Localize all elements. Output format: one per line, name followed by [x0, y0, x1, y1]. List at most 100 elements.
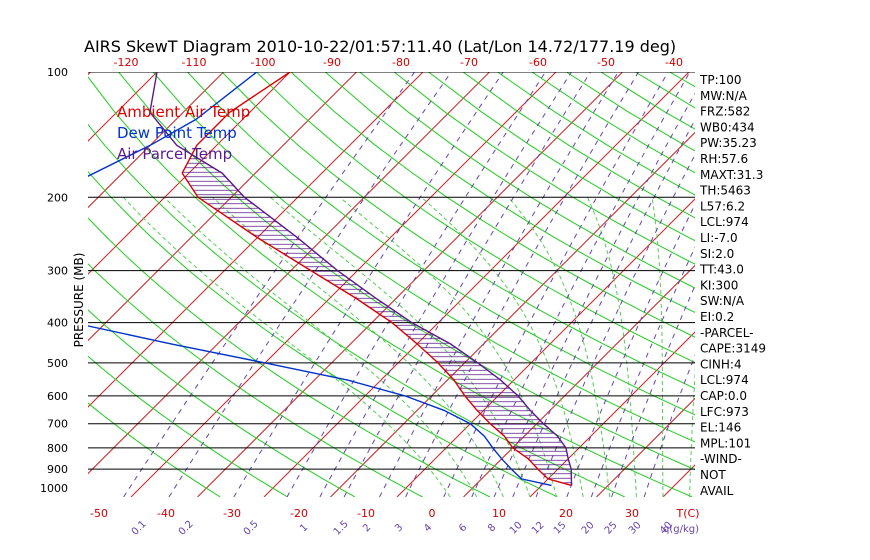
mixing-ratio-tick: 0.2 [177, 519, 196, 538]
index-entry: LFC:973 [700, 405, 749, 419]
moist-adiabat-line [212, 196, 504, 497]
isotherm-line [88, 72, 224, 209]
mixing-ratio-line [233, 72, 504, 497]
legend-entry: Air Parcel Temp [117, 145, 232, 163]
bottom-temp-tick: 0 [429, 507, 436, 520]
index-entry: L57:6.2 [700, 199, 745, 213]
bottom-temp-tick: 30 [625, 507, 639, 520]
mixing-ratio-tick: 20 [580, 520, 597, 537]
index-entry: CAPE:3149 [700, 342, 766, 356]
isotherm-line [796, 72, 870, 497]
isotherm-line [88, 72, 357, 342]
index-entry: TT:43.0 [699, 263, 744, 277]
top-temp-tick: -80 [392, 56, 410, 69]
mixing-ratio-line [643, 354, 695, 497]
index-entry: CAP:0.0 [700, 389, 747, 403]
isobar-lines [88, 72, 695, 470]
mixing-ratio-tick: 4 [422, 522, 434, 534]
mixing-ratio-line [286, 72, 546, 497]
dry-adiabat-line [88, 402, 221, 497]
mixing-ratio-label: q(g/kg) [663, 524, 699, 535]
top-temp-tick: -70 [460, 56, 478, 69]
index-entry: MAXT:31.3 [700, 168, 763, 182]
isotherm-line [0, 72, 24, 497]
series-line-air-parcel-temp [149, 72, 573, 486]
index-entry: TH:5463 [699, 184, 751, 198]
index-entry: KI:300 [700, 278, 738, 292]
mixing-ratio-line [319, 72, 572, 497]
dry-adiabat-line [88, 170, 558, 497]
bottom-temp-tick: -30 [223, 507, 241, 520]
dry-adiabat-line [324, 72, 695, 313]
cape-hatching [182, 158, 572, 484]
legend-entry: Ambient Air Temp [117, 103, 250, 121]
mixing-ratio-line [512, 118, 695, 497]
moist-adiabat-line [508, 196, 611, 497]
mixing-ratio-tick: 2 [361, 522, 373, 534]
pressure-tick: 500 [47, 357, 68, 370]
x-axis-label: T(C) [676, 507, 700, 520]
index-entry: SI:2.0 [700, 247, 734, 261]
pressure-tick: 200 [47, 191, 68, 204]
dry-adiabat-line [290, 72, 695, 338]
pressure-tick: 100 [47, 66, 68, 79]
moist-adiabat-line [163, 196, 478, 497]
index-entry: MPL:101 [700, 436, 751, 450]
index-entry: -PARCEL- [700, 326, 754, 340]
index-entry: NOT [700, 468, 726, 482]
index-entry: CINH:4 [700, 357, 742, 371]
top-temp-tick: -40 [665, 56, 683, 69]
index-entry: TP:100 [699, 73, 742, 87]
mixing-ratio-tick: 8 [486, 522, 498, 534]
top-temp-axis: -120 -110 -100 -90 -80 -70 -60 -50 -40 [114, 56, 683, 69]
bottom-temp-tick: -10 [357, 507, 375, 520]
bottom-temp-tick: -20 [290, 507, 308, 520]
moist-adiabat-line [122, 196, 451, 497]
top-temp-tick: -60 [529, 56, 547, 69]
mixing-ratio-tick: 10 [508, 520, 525, 537]
y-axis-label: PRESSURE (MB) [72, 253, 86, 348]
legend-entry: Dew Point Temp [117, 124, 237, 142]
mixing-ratio-tick: 1 [298, 522, 310, 534]
dry-adiabat-line [393, 72, 695, 265]
index-entry: -WIND- [700, 452, 742, 466]
index-entry: EL:146 [700, 421, 741, 435]
mixing-ratio-tick: 1.5 [332, 519, 351, 538]
dry-adiabat-line [773, 72, 870, 497]
pressure-tick: 700 [47, 418, 68, 431]
mixing-ratio-tick: 12 [530, 520, 547, 537]
moist-adiabat-line [586, 197, 637, 497]
isotherm-line [197, 72, 623, 497]
mixing-ratio-tick: 15 [552, 520, 569, 537]
index-entry: LCL:974 [700, 373, 749, 387]
pressure-tick: 800 [47, 442, 68, 455]
mixing-ratio-tick: 30 [627, 520, 644, 537]
moist-adiabat-line [339, 196, 558, 497]
mixing-ratio-line [611, 284, 695, 497]
pressure-axis: 100 200 300 400 500 600 700 800 900 1000 [40, 66, 68, 495]
index-entry: LI:-7.0 [700, 231, 738, 245]
dry-adiabat-line [118, 72, 695, 471]
bottom-temp-tick: 20 [559, 507, 573, 520]
index-entry: SW:N/A [700, 294, 745, 308]
dry-adiabat-line [88, 123, 626, 497]
index-entry: PW:35.23 [700, 136, 757, 150]
pressure-tick: 300 [47, 265, 68, 278]
bottom-temp-tick: -50 [90, 507, 108, 520]
mixing-ratio-line [471, 72, 691, 497]
top-temp-tick: -120 [114, 56, 139, 69]
dry-adiabat-line [739, 72, 870, 497]
dry-adiabat-line [88, 217, 491, 497]
moist-adiabat-line [270, 196, 531, 497]
mixing-ratio-tick: 0.1 [130, 519, 149, 538]
bottom-temp-tick: -40 [157, 507, 175, 520]
profile-series [88, 72, 573, 487]
top-temp-tick: -50 [597, 56, 615, 69]
dry-adiabat-line [88, 355, 288, 497]
dry-adiabat-line [152, 72, 695, 443]
isotherm-line [88, 72, 490, 475]
top-temp-tick: -110 [182, 56, 207, 69]
index-entry: EI:0.2 [700, 310, 734, 324]
mixing-ratio-line [493, 92, 695, 497]
